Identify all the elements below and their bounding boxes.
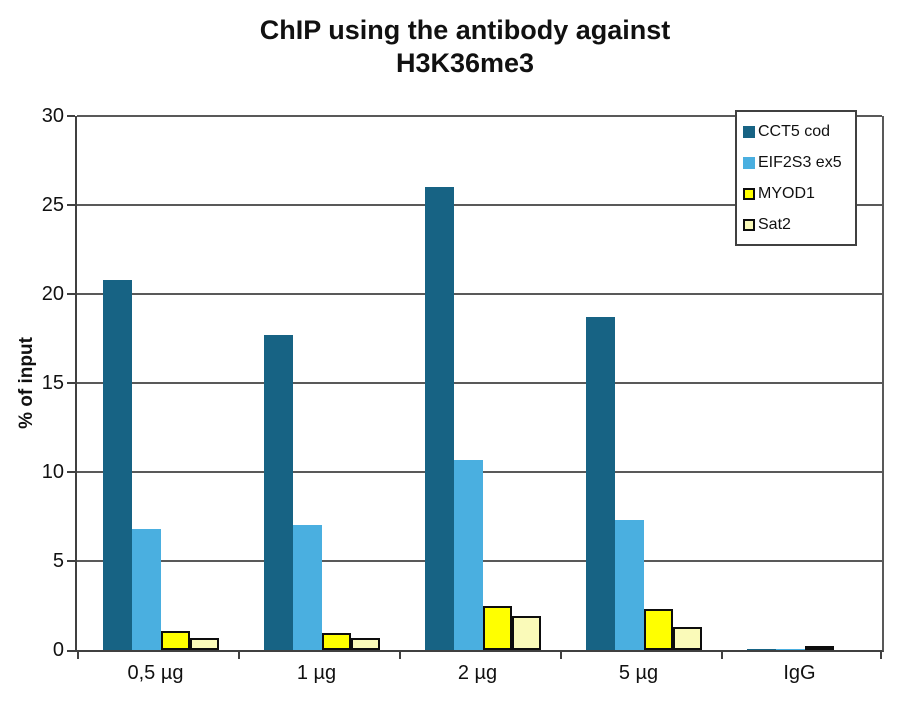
bar-cct5-cod-0-5-g xyxy=(103,279,132,650)
y-tick-label-5: 5 xyxy=(52,550,64,572)
bar-eif2s3-ex5-2-g xyxy=(454,459,483,650)
bar-myod1-2-g xyxy=(483,605,512,650)
legend: CCT5 cod EIF2S3 ex5 MYOD1 Sat2 xyxy=(735,110,857,246)
legend-label-cct5-cod: CCT5 cod xyxy=(758,122,831,140)
y-tick-label-30: 30 xyxy=(41,105,64,127)
x-tick-label-1-g: 1 µg xyxy=(296,662,337,684)
bar-eif2s3-ex5-0-5-g xyxy=(132,528,161,650)
legend-item-sat2: Sat2 xyxy=(743,216,849,234)
x-tick-label-2-g: 2 µg xyxy=(457,662,498,684)
y-tick-mark-0 xyxy=(67,650,75,652)
bar-sat2-5-g xyxy=(673,626,702,650)
x-tick-mark-2 xyxy=(399,652,401,659)
y-tick-mark-25 xyxy=(67,204,75,206)
y-tick-label-0: 0 xyxy=(52,639,64,661)
legend-item-cct5-cod: CCT5 cod xyxy=(743,123,849,141)
x-axis-tick-labels: 0,5 µg 1 µg 2 µg 5 µg IgG xyxy=(75,662,880,690)
bar-cct5-cod-1-g xyxy=(264,334,293,650)
legend-label-myod1: MYOD1 xyxy=(758,184,815,202)
bar-eif2s3-ex5-5-g xyxy=(615,520,644,650)
y-tick-label-20: 20 xyxy=(41,283,64,305)
legend-label-sat2: Sat2 xyxy=(758,215,791,233)
bar-myod1-1-g xyxy=(322,633,351,650)
y-tick-mark-10 xyxy=(67,471,75,473)
bar-group-2-g xyxy=(425,116,541,650)
legend-swatch-eif2s3-ex5 xyxy=(743,156,755,169)
y-tick-mark-5 xyxy=(67,560,75,562)
y-tick-label-25: 25 xyxy=(41,194,64,216)
x-tick-mark-5 xyxy=(880,652,882,659)
gridline-y-25 xyxy=(77,204,882,206)
x-tick-mark-0 xyxy=(77,652,79,659)
bar-myod1-0-5-g xyxy=(161,631,190,650)
y-tick-label-10: 10 xyxy=(41,461,64,483)
chart-title: ChIP using the antibody against H3K36me3 xyxy=(30,14,900,80)
bar-eif2s3-ex5-igg xyxy=(776,648,805,650)
x-tick-label-0-5-g: 0,5 µg xyxy=(127,662,184,684)
x-tick-mark-3 xyxy=(560,652,562,659)
legend-label-eif2s3-ex5: EIF2S3 ex5 xyxy=(758,153,842,171)
legend-swatch-cct5-cod xyxy=(743,125,755,138)
bar-cct5-cod-5-g xyxy=(586,317,615,650)
bar-cct5-cod-2-g xyxy=(425,187,454,650)
bar-sat2-0-5-g xyxy=(190,637,219,650)
bar-group-1-g xyxy=(264,116,380,650)
bar-myod1-5-g xyxy=(644,609,673,650)
y-tick-mark-15 xyxy=(67,382,75,384)
gridline-y-15 xyxy=(77,382,882,384)
bar-eif2s3-ex5-1-g xyxy=(293,525,322,650)
x-tick-label-igg: IgG xyxy=(783,662,816,684)
x-tick-mark-4 xyxy=(721,652,723,659)
chart-title-line1: ChIP using the antibody against xyxy=(259,15,671,45)
legend-item-eif2s3-ex5: EIF2S3 ex5 xyxy=(743,154,849,172)
bar-sat2-igg xyxy=(805,646,834,650)
chart-title-line2: H3K36me3 xyxy=(395,48,535,78)
legend-swatch-sat2 xyxy=(743,218,755,231)
bar-sat2-2-g xyxy=(512,616,541,650)
y-tick-mark-30 xyxy=(67,115,75,117)
bar-cct5-cod-igg xyxy=(747,648,776,650)
gridline-y-20 xyxy=(77,293,882,295)
legend-item-myod1: MYOD1 xyxy=(743,185,849,203)
x-tick-mark-1 xyxy=(238,652,240,659)
bar-group-5-g xyxy=(586,116,702,650)
bar-sat2-1-g xyxy=(351,637,380,650)
y-tick-label-15: 15 xyxy=(41,372,64,394)
y-axis-tick-labels: 0 5 10 15 20 25 30 xyxy=(0,105,64,661)
x-tick-label-5-g: 5 µg xyxy=(618,662,659,684)
legend-swatch-myod1 xyxy=(743,187,755,200)
bar-group-igg xyxy=(747,116,863,650)
gridline-y-30 xyxy=(77,115,882,117)
bar-group-0-5-g xyxy=(103,116,219,650)
y-tick-mark-20 xyxy=(67,293,75,295)
